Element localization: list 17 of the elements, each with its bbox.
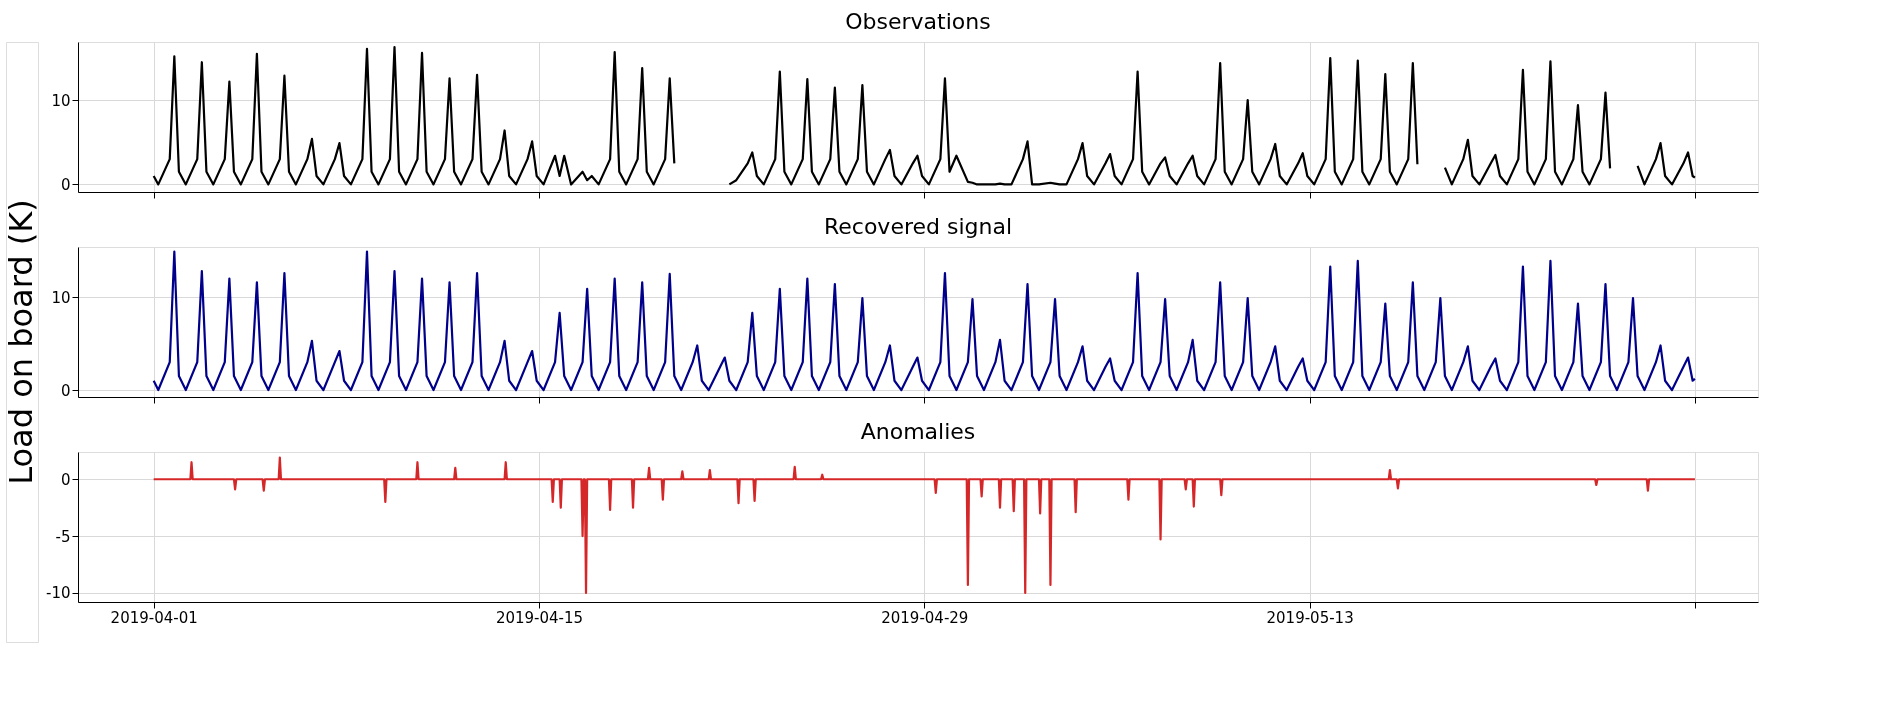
y-tick-label: -10 <box>46 584 71 603</box>
y-axis-title: Load on board (K) <box>2 199 40 485</box>
x-tick-label: 2019-04-15 <box>495 608 584 627</box>
line-series <box>152 456 1697 595</box>
y-tick-label: 10 <box>51 91 71 110</box>
chart-title: Anomalies <box>860 419 976 444</box>
y-tick-label: 0 <box>60 381 71 400</box>
y-tick-label: 0 <box>60 470 71 489</box>
x-tick-label: 2019-05-13 <box>1266 608 1354 627</box>
x-tick-label: 2019-04-01 <box>110 608 198 627</box>
y-tick-label: 0 <box>60 175 71 194</box>
y-tick-label: -5 <box>55 527 71 546</box>
y-tick-label: 10 <box>51 288 71 307</box>
chart-title: Observations <box>845 9 991 34</box>
line-series <box>152 250 1697 392</box>
chart-title: Recovered signal <box>823 214 1013 239</box>
x-tick-label: 2019-04-29 <box>881 608 969 627</box>
